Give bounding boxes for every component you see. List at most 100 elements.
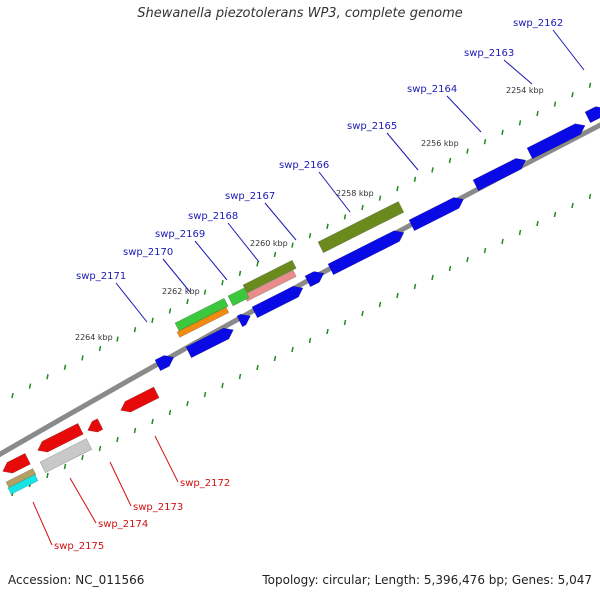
feature-bar	[176, 306, 230, 338]
gene-label: swp_2172	[180, 478, 230, 489]
feature-tracks	[5, 201, 405, 495]
tick-mark	[466, 256, 469, 263]
feature-bar	[39, 438, 93, 474]
tick-mark	[413, 176, 417, 182]
callout-line	[109, 461, 132, 507]
callout-line	[552, 29, 585, 71]
feature-bar	[5, 468, 37, 489]
gene-arrow	[185, 327, 234, 359]
tick-mark	[203, 289, 207, 295]
gene-arrow	[472, 158, 527, 192]
accession-label: Accession: NC_011566	[8, 573, 145, 587]
tick-mark	[396, 292, 399, 299]
tick-mark	[343, 214, 347, 220]
feature-bar	[242, 259, 297, 294]
gene-label: swp_2165	[347, 121, 397, 132]
gene-arrow	[526, 123, 586, 160]
tick-mark	[81, 355, 84, 361]
callout-line	[194, 240, 228, 281]
callout-line	[264, 202, 297, 241]
tick-mark	[448, 265, 452, 272]
gene-label: swp_2168	[188, 211, 238, 222]
tick-mark	[326, 223, 329, 229]
tick-mark	[518, 229, 522, 236]
tick-mark	[588, 193, 592, 200]
tick-mark	[536, 220, 539, 227]
tick-mark	[501, 238, 504, 245]
gene-label: swp_2166	[279, 160, 329, 171]
map-title: Shewanella piezotolerans WP3, complete g…	[137, 6, 463, 21]
tick-mark	[133, 327, 137, 333]
gene-arrow	[154, 355, 175, 372]
callout-line	[386, 132, 419, 171]
tick-mark	[116, 336, 119, 342]
tick-mark	[168, 409, 172, 416]
tick-mark	[46, 472, 49, 479]
gene-arrow	[236, 313, 251, 328]
topology-summary: Topology: circular; Length: 5,396,476 bp…	[262, 573, 592, 587]
tick-mark	[466, 148, 469, 154]
tick-marks-inner	[11, 193, 592, 497]
gene-arrow	[304, 271, 325, 288]
tick-mark	[238, 373, 242, 380]
tick-mark	[203, 391, 207, 398]
gene-label: swp_2173	[133, 502, 183, 513]
tick-mark	[273, 355, 277, 362]
tick-mark	[536, 110, 539, 117]
tick-mark	[63, 463, 67, 470]
tick-mark	[431, 167, 434, 173]
tick-mark	[63, 364, 67, 370]
gene-label: swp_2169	[155, 229, 205, 240]
tick-label: 2264 kbp	[75, 333, 113, 342]
tick-mark	[133, 427, 137, 434]
callout-line	[503, 59, 533, 85]
tick-mark	[378, 195, 382, 201]
gene-arrow	[87, 418, 104, 433]
tick-mark	[308, 337, 312, 344]
tick-mark	[256, 261, 259, 267]
tick-mark	[168, 308, 172, 314]
tick-mark	[343, 319, 347, 326]
gene-arrow	[120, 386, 160, 413]
tick-mark	[571, 92, 574, 98]
gene-label: swp_2170	[123, 247, 173, 258]
gene-label: swp_2171	[76, 271, 126, 282]
tick-mark	[448, 157, 452, 164]
tick-mark	[186, 400, 189, 407]
tick-mark	[46, 374, 49, 380]
forward-strand-genes	[154, 106, 600, 372]
tick-mark	[273, 251, 277, 258]
tick-label: 2260 kbp	[250, 239, 288, 248]
gene-label: swp_2163	[464, 48, 514, 59]
tick-mark	[221, 280, 224, 286]
tick-mark	[151, 317, 154, 323]
tick-mark	[221, 382, 224, 389]
tick-mark	[98, 345, 102, 352]
gene-label: swp_2175	[54, 541, 104, 552]
gene-label: swp_2162	[513, 18, 563, 29]
tick-mark	[518, 120, 522, 126]
tick-mark	[553, 101, 557, 107]
tick-mark	[553, 211, 557, 218]
callout-line	[227, 222, 260, 263]
tick-label: 2262 kbp	[162, 287, 200, 296]
tick-mark	[98, 445, 102, 452]
feature-bar	[317, 201, 405, 254]
tick-mark	[588, 82, 592, 88]
tick-label: 2258 kbp	[336, 189, 374, 198]
tick-mark	[81, 454, 84, 461]
gene-arrow	[584, 106, 600, 124]
tick-mark	[483, 139, 487, 145]
tick-mark	[396, 186, 399, 192]
tick-mark	[291, 346, 294, 353]
callout-line	[69, 477, 97, 524]
tick-mark	[361, 204, 364, 211]
gene-arrow	[408, 197, 464, 232]
tick-mark	[186, 298, 189, 305]
gene-arrow	[327, 230, 405, 276]
feature-bar	[7, 474, 39, 495]
callout-line	[32, 501, 53, 546]
tick-label: 2256 kbp	[421, 139, 459, 148]
feature-bar	[174, 297, 229, 332]
tick-mark	[326, 328, 329, 335]
